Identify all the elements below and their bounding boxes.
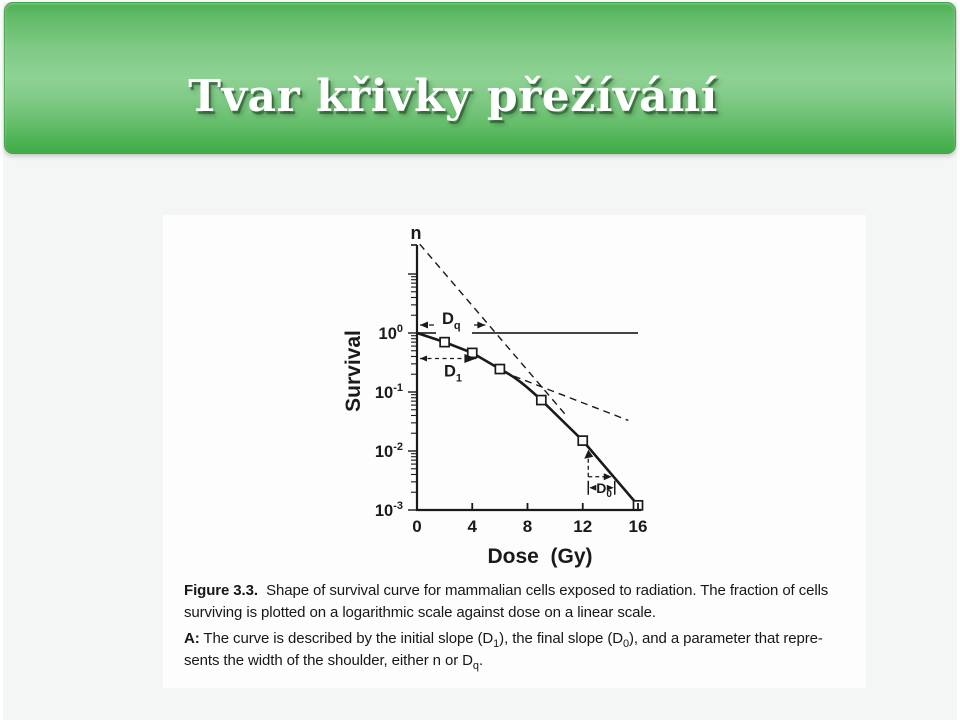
arrowhead [589,484,597,491]
slide-title: Tvar křivky přežívání [188,71,718,122]
x-tick-label: 4 [468,517,478,536]
x-tick-label: 16 [629,517,648,536]
x-axis-label: Dose (Gy) [487,545,592,568]
arrowhead [606,484,614,491]
arrowhead [603,473,612,481]
title-banner: Tvar křivky přežívání [4,2,956,154]
y-tick-label: 10-3 [375,500,403,520]
figure-caption: Figure 3.3. Shape of survival curve for … [184,580,862,672]
caption-line: surviving is plotted on a logarithmic sc… [184,604,656,621]
survival-chart: 0 4 8 12 16 100 10-1 10-2 10-3 n Survival Dose (Gy)… [342,223,648,568]
d0-label: D0 [596,480,612,500]
y-axis-label: Survival [342,330,365,412]
data-point [439,336,450,348]
arrowhead [420,355,427,362]
d1-label: D1 [444,362,462,384]
y-tick-label: 100 [379,323,403,343]
caption-line: A: The curve is described by the initial… [184,630,823,650]
x-tick-label: 0 [412,517,421,536]
y-tick-label: 10-1 [375,382,403,402]
initial-slope-extension [502,371,629,422]
data-point [494,363,506,375]
y-tick-label: 10-2 [375,441,403,461]
figure-image: 0 4 8 12 16 100 10-1 10-2 10-3 n Survival Dose (Gy)… [163,215,866,688]
x-tick-label: 8 [523,517,532,536]
n-label: n [411,223,422,243]
final-slope-back-extrapolation [419,243,567,416]
caption-line: sents the width of the shoulder, either … [184,652,484,672]
arrowhead [464,353,477,363]
data-point [535,394,547,406]
arrowhead [420,321,428,329]
data-point [577,435,589,446]
x-tick-label: 12 [573,517,592,536]
caption-line: Figure 3.3. Shape of survival curve for … [184,582,829,599]
arrowhead [477,321,486,329]
dq-label: Dq [442,310,461,332]
